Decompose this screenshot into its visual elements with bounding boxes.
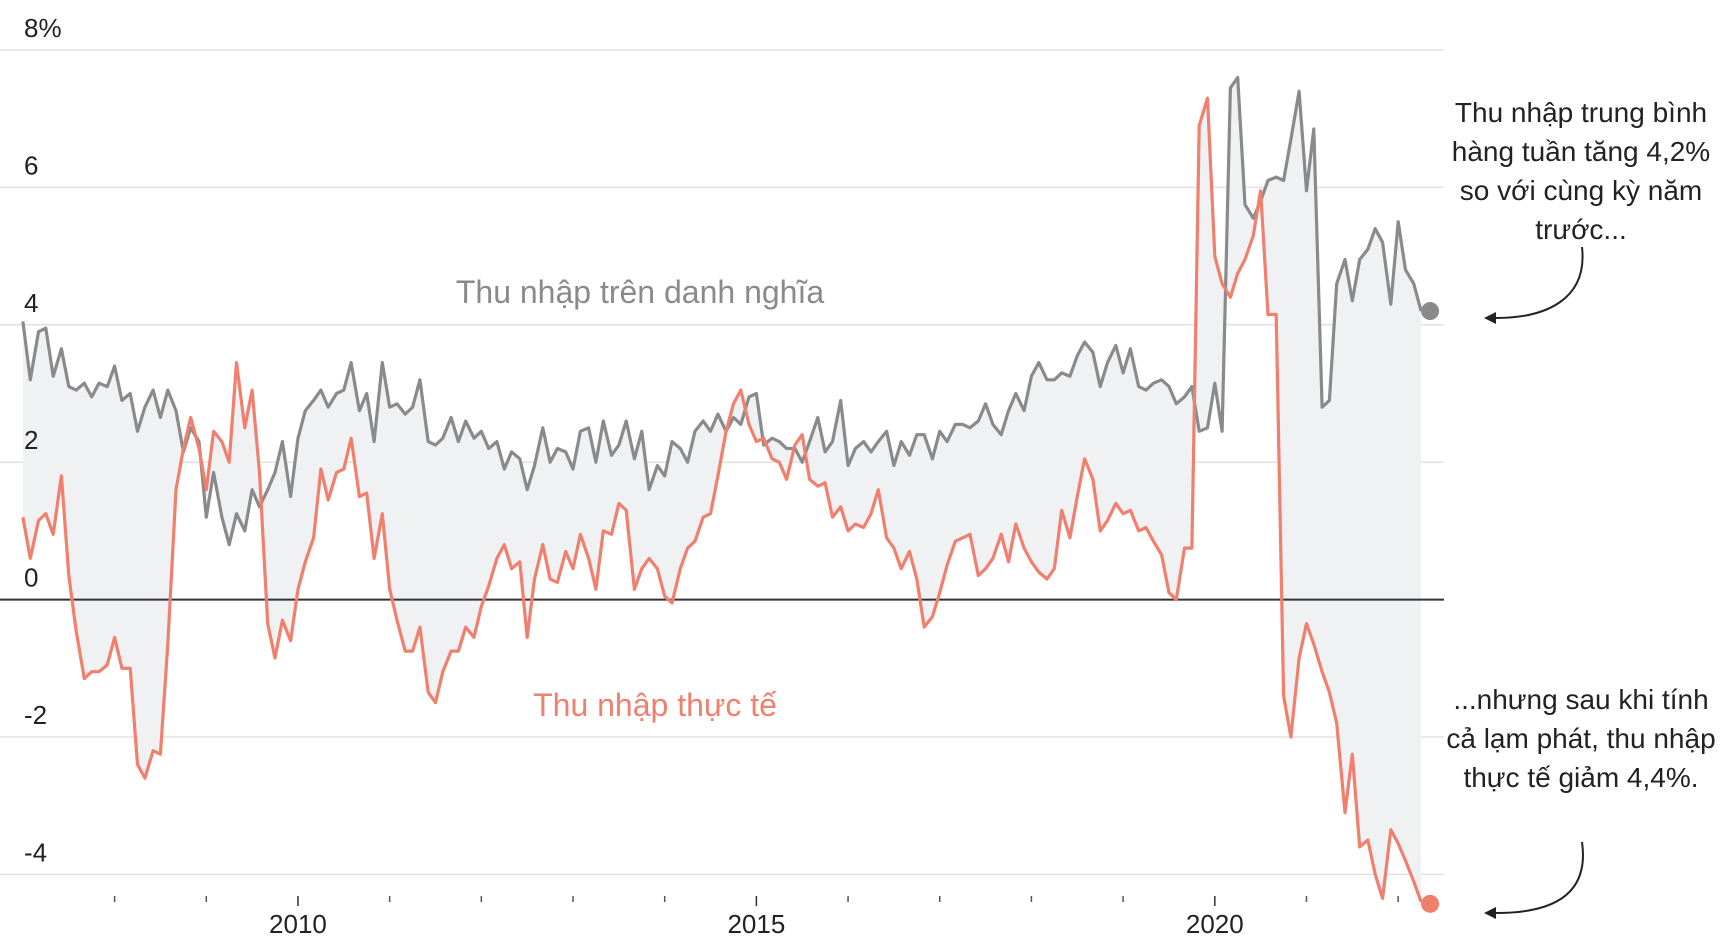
nominal-series-label: Thu nhập trên danh nghĩa <box>456 274 825 310</box>
series-lines <box>21 75 1423 903</box>
real-end-marker <box>1421 894 1440 913</box>
y-tick-label: 6 <box>24 150 38 180</box>
real-annotation: ...nhưng sau khi tính cả lạm phát, thu n… <box>1446 684 1716 793</box>
nominal-end-marker <box>1421 302 1440 321</box>
annotation-arrows <box>1484 246 1584 919</box>
real-arrowhead <box>1484 907 1496 919</box>
x-tick-label: 2015 <box>727 909 785 939</box>
nominal-arrowhead <box>1484 312 1496 324</box>
nominal-annotation: Thu nhập trung bình hàng tuần tăng 4,2% … <box>1451 97 1711 245</box>
x-tick-label: 2010 <box>269 909 327 939</box>
axes: 8% 6 4 2 0 -2 -4 2010 2015 2020 <box>24 13 1399 939</box>
y-tick-label: 8% <box>24 13 62 43</box>
y-tick-label: -4 <box>24 837 47 867</box>
real-series-label: Thu nhập thực tế <box>533 687 777 723</box>
x-tick-label: 2020 <box>1186 909 1244 939</box>
end-markers <box>1421 302 1440 913</box>
y-tick-label: 4 <box>24 288 38 318</box>
real-annotation-arrow <box>1495 841 1584 914</box>
nominal-annotation-arrow <box>1495 246 1584 319</box>
y-tick-label: 0 <box>24 563 38 593</box>
y-tick-label: 2 <box>24 425 38 455</box>
y-tick-label: -2 <box>24 700 47 730</box>
real-earnings-line <box>21 96 1423 903</box>
gap-band <box>22 77 1422 902</box>
nominal-earnings-line <box>21 75 1423 547</box>
gap-band-area <box>22 77 1422 902</box>
series-labels: Thu nhập trên danh nghĩa Thu nhập thực t… <box>456 274 825 723</box>
